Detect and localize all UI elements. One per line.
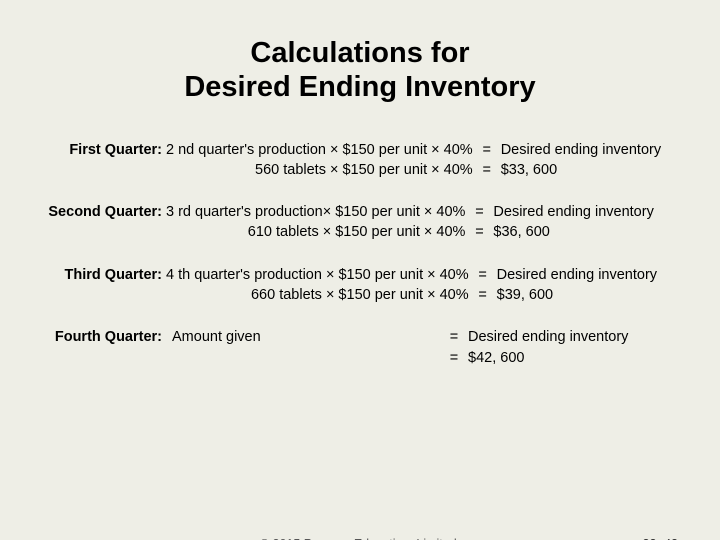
quarter-label: First Quarter: [24, 140, 164, 160]
calc-rhs: Desired ending inventory [499, 140, 696, 160]
equals-sign: = [442, 348, 466, 368]
calc-lhs: 660 tablets × $150 per unit × 40% [164, 285, 471, 305]
calc-rhs: $42, 600 [466, 348, 696, 368]
calc-rhs: Desired ending inventory [466, 327, 696, 347]
calc-rhs: Desired ending inventory [495, 265, 696, 285]
slide-body: First Quarter: 2 nd quarter's production… [0, 134, 720, 368]
calc-lhs: 4 th quarter's production × $150 per uni… [164, 265, 471, 285]
equals-sign: = [467, 222, 491, 242]
calc-rhs: $39, 600 [495, 285, 696, 305]
equals-sign: = [442, 327, 466, 347]
equals-sign: = [467, 202, 491, 222]
quarter-block: Second Quarter: 3 rd quarter's productio… [24, 202, 696, 243]
quarter-label: Third Quarter: [24, 265, 164, 285]
calc-lhs: Amount given [164, 327, 442, 347]
calc-rhs: $36, 600 [491, 222, 696, 242]
quarter-label: Second Quarter: [24, 202, 164, 222]
quarter-block: Third Quarter: 4 th quarter's production… [24, 265, 696, 306]
calc-lhs: 610 tablets × $150 per unit × 40% [164, 222, 467, 242]
calc-lhs: 560 tablets × $150 per unit × 40% [164, 160, 475, 180]
slide-title: Calculations for Desired Ending Inventor… [0, 19, 720, 114]
equals-sign: = [475, 140, 499, 160]
equals-sign: = [471, 265, 495, 285]
calc-lhs [164, 348, 442, 368]
equals-sign: = [471, 285, 495, 305]
calc-rhs: Desired ending inventory [491, 202, 696, 222]
calc-lhs: 3 rd quarter's production× $150 per unit… [164, 202, 467, 222]
quarter-block: First Quarter: 2 nd quarter's production… [24, 140, 696, 181]
calc-rhs: $33, 600 [499, 160, 696, 180]
calc-lhs: 2 nd quarter's production × $150 per uni… [164, 140, 475, 160]
quarter-block: Fourth Quarter: Amount given = Desired e… [24, 327, 696, 368]
quarter-label: Fourth Quarter: [24, 327, 164, 347]
equals-sign: = [475, 160, 499, 180]
